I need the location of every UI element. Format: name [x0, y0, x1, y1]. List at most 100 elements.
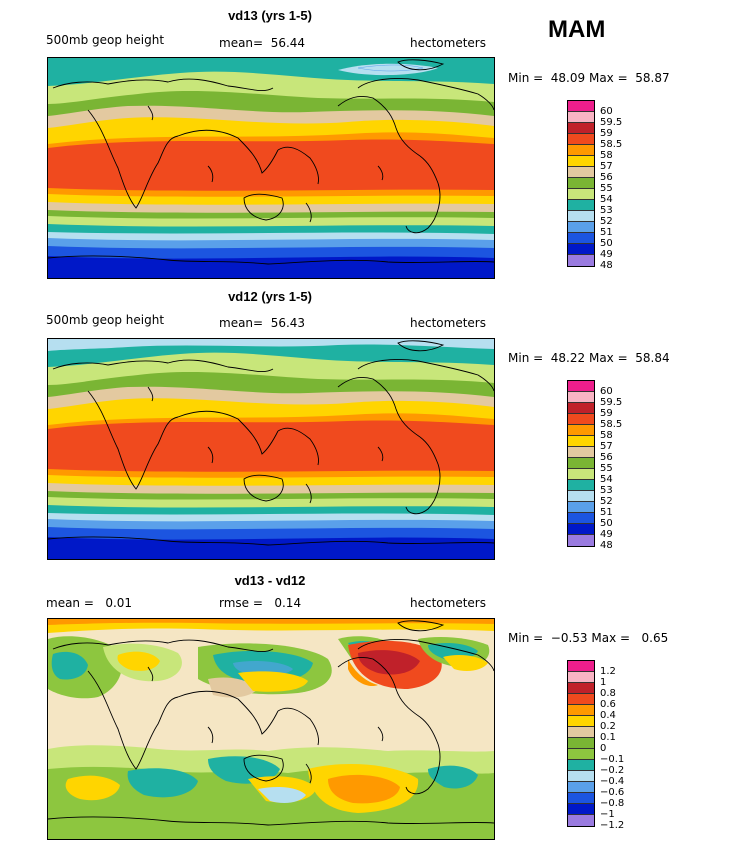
- panel-3-swatch: [568, 683, 594, 694]
- panel-2-swatch: [568, 480, 594, 491]
- panel-3-swatch: [568, 782, 594, 793]
- panel-1-swatch: [568, 222, 594, 233]
- panel-2-variable-label: 500mb geop height: [46, 313, 165, 327]
- panel-3-swatch: [568, 705, 594, 716]
- panel-2-tick-label: 57: [600, 441, 613, 452]
- panel-3-title: vd13 - vd12: [234, 573, 306, 588]
- panel-2-mean-label: mean= 56.43: [219, 316, 306, 330]
- panel-2-swatch: [568, 436, 594, 447]
- panel-2-tick-label: 59: [600, 408, 613, 419]
- panel-2-minmax-label: Min = 48.22 Max = 58.84: [508, 351, 670, 365]
- panel-2-swatch: [568, 458, 594, 469]
- panel-1-tick-label: 58: [600, 150, 613, 161]
- panel-3-units-label: hectometers: [410, 596, 486, 610]
- panel-2-swatch: [568, 447, 594, 458]
- panel-2-contour-plot: [48, 339, 494, 559]
- panel-1-contour-plot: [48, 58, 494, 278]
- season-label: MAM: [548, 16, 606, 43]
- panel-1-tick-label: 48: [600, 260, 613, 271]
- panel-3-swatch: [568, 771, 594, 782]
- panel-1-swatch: [568, 145, 594, 156]
- panel-3-contour-plot: [48, 619, 494, 839]
- panel-2-tick-label: 55: [600, 463, 613, 474]
- panel-2-colorbar-labels: 60 59.5 59 58.5 58 57 56 55 54 53 52 51 …: [600, 386, 660, 551]
- panel-3-map: [47, 618, 495, 840]
- panel-3-mean-label: mean = 0.01: [46, 596, 133, 610]
- panel-3-tick-label: −1: [600, 809, 615, 820]
- panel-1-tick-label: 60: [600, 106, 613, 117]
- panel-1-minmax-label: Min = 48.09 Max = 58.87: [508, 71, 670, 85]
- panel-1-mean-label: mean= 56.44: [219, 36, 306, 50]
- panel-1-tick-label: 53: [600, 205, 613, 216]
- panel-1-tick-label: 52: [600, 216, 613, 227]
- panel-1-colorbar: [567, 100, 595, 267]
- panel-2-tick-label: 51: [600, 507, 613, 518]
- panel-2-swatch: [568, 469, 594, 480]
- panel-3-tick-label: 0.2: [600, 721, 616, 732]
- panel-3-minmax-label: Min = −0.53 Max = 0.65: [508, 631, 669, 645]
- panel-3-swatch: [568, 793, 594, 804]
- panel-3-tick-label: 0.4: [600, 710, 616, 721]
- panel-1-swatch: [568, 134, 594, 145]
- panel-1-swatch: [568, 244, 594, 255]
- panel-1-swatch: [568, 167, 594, 178]
- panel-2-swatch: [568, 392, 594, 403]
- panel-1-tick-label: 57: [600, 161, 613, 172]
- panel-1-colorbar-labels: 60 59.5 59 58.5 58 57 56 55 54 53 52 51 …: [600, 106, 660, 271]
- panel-1-title: vd13 (yrs 1-5): [228, 8, 312, 23]
- panel-2-swatch: [568, 491, 594, 502]
- panel-3-tick-label: −0.8: [600, 798, 625, 809]
- panel-3-swatch: [568, 727, 594, 738]
- panel-2-tick-label: 49: [600, 529, 613, 540]
- panel-3-swatch: [568, 672, 594, 683]
- panel-2-swatch: [568, 425, 594, 436]
- panel-1-tick-label: 59.5: [600, 117, 623, 128]
- panel-1-swatch: [568, 101, 594, 112]
- panel-2-tick-label: 59.5: [600, 397, 623, 408]
- panel-3-tick-label: 0: [600, 743, 607, 754]
- panel-1-swatch: [568, 189, 594, 200]
- panel-1-swatch: [568, 112, 594, 123]
- panel-1-tick-label: 51: [600, 227, 613, 238]
- panel-2-swatch: [568, 502, 594, 513]
- panel-3-tick-label: −0.4: [600, 776, 625, 787]
- panel-2-tick-label: 52: [600, 496, 613, 507]
- panel-1-swatch: [568, 255, 594, 266]
- panel-3-swatch: [568, 716, 594, 727]
- panel-1-tick-label: 58.5: [600, 139, 623, 150]
- panel-1-swatch: [568, 211, 594, 222]
- panel-1-swatch: [568, 178, 594, 189]
- panel-1-swatch: [568, 233, 594, 244]
- panel-3-tick-label: 1.2: [600, 666, 616, 677]
- panel-1-tick-label: 54: [600, 194, 613, 205]
- panel-2-tick-label: 60: [600, 386, 613, 397]
- panel-3-swatch: [568, 804, 594, 815]
- panel-3-swatch: [568, 738, 594, 749]
- panel-1-tick-label: 49: [600, 249, 613, 260]
- panel-3-swatch: [568, 661, 594, 672]
- panel-2-swatch: [568, 414, 594, 425]
- panel-3-tick-label: 1: [600, 677, 607, 688]
- panel-3-tick-label: 0.1: [600, 732, 616, 743]
- panel-3-swatch: [568, 815, 594, 826]
- panel-2-swatch: [568, 381, 594, 392]
- panel-2-tick-label: 50: [600, 518, 613, 529]
- panel-1-tick-label: 59: [600, 128, 613, 139]
- panel-3-colorbar: [567, 660, 595, 827]
- panel-2-tick-label: 58.5: [600, 419, 623, 430]
- panel-3-tick-label: −0.6: [600, 787, 625, 798]
- panel-3-colorbar-labels: 1.2 1 0.8 0.6 0.4 0.2 0.1 0 −0.1 −0.2 −0…: [600, 666, 660, 831]
- panel-1-swatch: [568, 123, 594, 134]
- panel-3-swatch: [568, 694, 594, 705]
- panel-2-colorbar: [567, 380, 595, 547]
- panel-1-tick-label: 55: [600, 183, 613, 194]
- panel-1-tick-label: 50: [600, 238, 613, 249]
- panel-3-tick-label: −0.2: [600, 765, 625, 776]
- panel-1-map: [47, 57, 495, 279]
- panel-2-swatch: [568, 524, 594, 535]
- panel-2-tick-label: 54: [600, 474, 613, 485]
- panel-3-tick-label: −1.2: [600, 820, 625, 831]
- panel-2-swatch: [568, 403, 594, 414]
- panel-1-swatch: [568, 156, 594, 167]
- panel-3-rmse-label: rmse = 0.14: [219, 596, 302, 610]
